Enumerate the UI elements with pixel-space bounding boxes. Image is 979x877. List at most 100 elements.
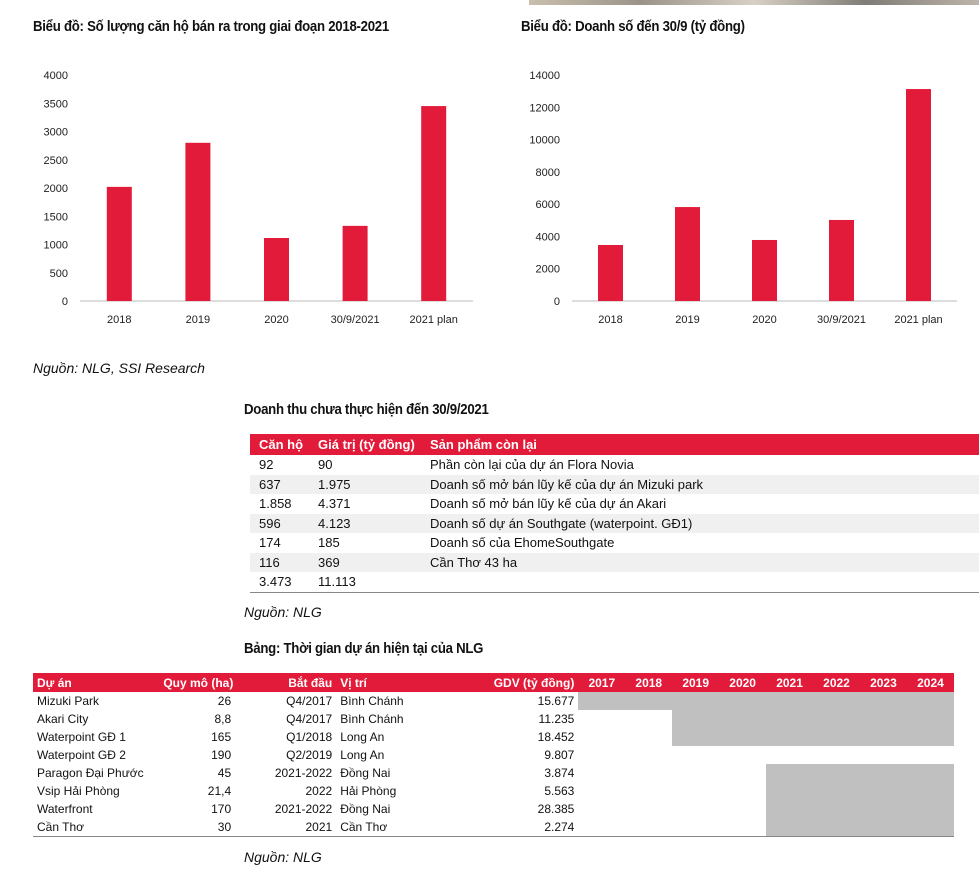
table-cell: 596 <box>250 513 309 533</box>
column-header: GDV (tỷ đồng) <box>428 673 579 692</box>
table-cell: Doanh số mở bán lũy kế của dự án Mizuki … <box>421 474 979 494</box>
timeline-cell <box>625 764 672 782</box>
timeline-cell <box>625 746 672 764</box>
year-header: 2020 <box>719 673 767 692</box>
source-note-table1: Nguồn: NLG <box>244 604 322 620</box>
timeline-cell <box>719 692 767 710</box>
column-header: Quy mô (ha) <box>159 673 236 692</box>
table-row: 116 369 Cần Thơ 43 ha <box>250 552 979 572</box>
timeline-cell <box>578 800 625 818</box>
table-row: Mizuki Park 26 Q4/2017 Bình Chánh 15.677 <box>33 692 954 710</box>
timeline-cell <box>719 800 766 818</box>
timeline-cell <box>766 728 814 746</box>
chart2-sales-value: 0 2000 4000 6000 8000 10000 12000 14000 2018 2019… <box>529 70 957 326</box>
timeline-cell <box>578 818 626 837</box>
timeline-cell <box>859 692 907 710</box>
bar <box>264 238 289 301</box>
x-tick-label: 2019 <box>675 314 699 326</box>
table-row: Cần Thơ 30 2021 Cần Thơ 2.274 <box>33 818 954 837</box>
timeline-cell <box>719 818 767 837</box>
timeline-cell <box>578 782 625 800</box>
year-header: 2024 <box>906 673 954 692</box>
timeline-cell <box>906 692 954 710</box>
x-tick-label: 2020 <box>752 314 776 326</box>
table-cell: 3.473 <box>250 572 309 593</box>
timeline-cell <box>859 800 907 818</box>
year-header: 2019 <box>672 673 720 692</box>
cropped-photo <box>529 0 979 5</box>
timeline-cell <box>813 710 860 728</box>
timeline-cell <box>813 746 860 764</box>
bar <box>752 239 777 301</box>
table-cell: 28.385 <box>537 802 575 816</box>
timeline-cell <box>766 746 813 764</box>
table-cell: Cần Thơ <box>336 818 429 837</box>
y-tick-label: 1000 <box>44 240 68 252</box>
source-note-charts: Nguồn: NLG, SSI Research <box>33 360 205 376</box>
y-tick-label: 10000 <box>529 135 560 147</box>
timeline-cell <box>813 728 860 746</box>
timeline-cell <box>766 692 814 710</box>
timeline-cell <box>672 800 719 818</box>
timeline-cell <box>672 692 720 710</box>
table-cell: 2021-2022 <box>274 766 333 780</box>
timeline-cell <box>625 728 672 746</box>
table-cell: 9.807 <box>544 748 575 762</box>
timeline-cell <box>766 818 814 837</box>
y-tick-label: 0 <box>554 296 560 308</box>
table-row: Waterfront 170 2021-2022 Đồng Nai 28.385 <box>33 800 954 818</box>
year-header: 2023 <box>859 673 907 692</box>
table-cell: 21,4 <box>207 784 232 798</box>
timeline-cell <box>813 692 860 710</box>
table-cell: Q4/2017 <box>286 694 333 708</box>
table-cell: 4.371 <box>318 496 351 512</box>
column-header: Giá trị (tỷ đồng) <box>309 434 421 455</box>
x-tick-label: 30/9/2021 <box>817 314 866 326</box>
timeline-cell <box>672 710 720 728</box>
table-cell: Bình Chánh <box>340 712 404 726</box>
bar <box>342 225 368 301</box>
table-row: Waterpoint GĐ 1 165 Q1/2018 Long An 18.452 <box>33 728 954 746</box>
table-row: 1.858 4.371 Doanh số mở bán lũy kế của dự … <box>250 494 979 514</box>
timeline-cell <box>672 818 720 837</box>
timeline-cell <box>625 800 672 818</box>
table-cell: Akari City <box>37 712 89 726</box>
x-tick-label: 30/9/2021 <box>331 314 380 326</box>
table-row: Waterpoint GĐ 2 190 Q2/2019 Long An 9.807 <box>33 746 954 764</box>
table-row: Vsip Hải Phòng 21,4 2022 Hải Phòng 5.563 <box>33 782 954 800</box>
timeline-cell <box>578 692 626 710</box>
timeline-cell <box>906 800 954 818</box>
chart2-title: Biểu đồ: Doanh số đến 30/9 (tỷ đồng) <box>521 18 745 35</box>
y-tick-label: 2000 <box>44 183 68 195</box>
y-tick-label: 1500 <box>44 211 68 223</box>
timeline-cell <box>906 764 954 782</box>
table-cell: 5.563 <box>544 784 575 798</box>
timeline-cell <box>625 710 672 728</box>
table-cell: 92 <box>259 457 274 473</box>
bar <box>598 244 623 301</box>
bar <box>185 142 211 301</box>
table-cell: Cần Thơ <box>33 818 160 837</box>
table-cell: 637 <box>250 474 309 494</box>
bar <box>906 89 931 301</box>
timeline-cell <box>578 746 625 764</box>
chart1-units-sold: 0 500 1000 1500 2000 2500 3000 3500 4000 2018 2019… <box>44 70 473 326</box>
x-tick-label: 2020 <box>264 314 288 326</box>
table-cell: Waterpoint GĐ 2 <box>37 748 126 762</box>
timeline-cell <box>719 746 766 764</box>
table-cell: Doanh số của EhomeSouthgate <box>430 535 615 551</box>
timeline-cell <box>578 710 625 728</box>
table-row: 92 90 Phần còn lại của dự án Flora Novia <box>250 455 979 475</box>
bar <box>675 207 700 301</box>
table-cell: 2.274 <box>428 818 579 837</box>
table-cell: Doanh số mở bán lũy kế của dự án Akari <box>430 496 667 512</box>
timeline-cell <box>672 782 719 800</box>
timeline-cell <box>859 764 907 782</box>
table-cell: 174 <box>259 535 281 551</box>
x-tick-label: 2021 plan <box>894 314 942 326</box>
timeline-cell <box>719 764 766 782</box>
table-row: 3.473 11.113 <box>250 572 979 593</box>
table-cell: 170 <box>211 802 232 816</box>
column-header: Căn hộ <box>250 434 309 455</box>
timeline-cell <box>672 746 719 764</box>
